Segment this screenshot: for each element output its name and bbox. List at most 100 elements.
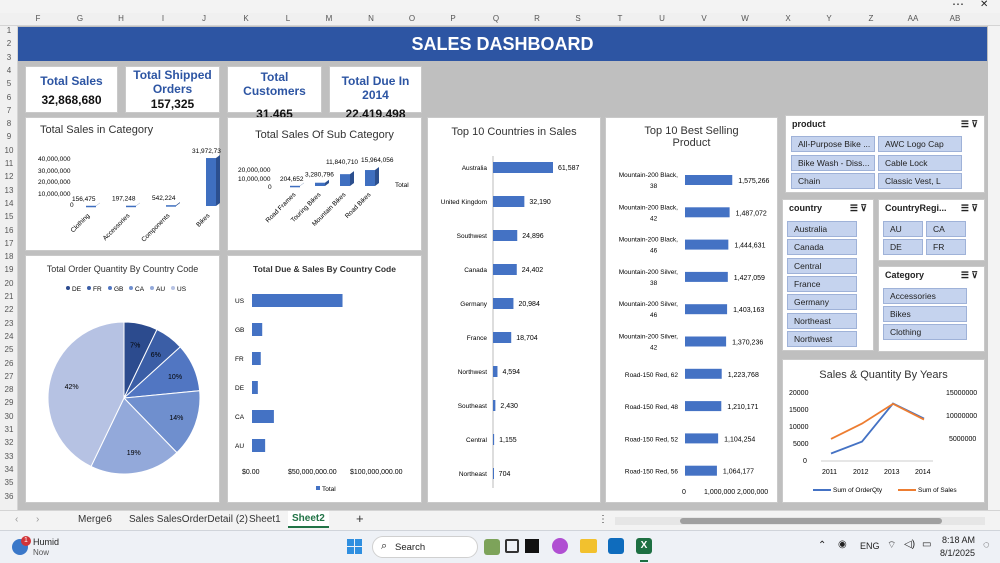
column-header[interactable]: N <box>368 14 374 23</box>
row-header[interactable]: 36 <box>4 491 14 501</box>
slicer-item[interactable]: Germany <box>787 294 857 311</box>
column-header[interactable]: U <box>659 14 665 23</box>
column-header[interactable]: W <box>741 14 749 23</box>
column-header[interactable]: AB <box>949 14 961 23</box>
row-header[interactable]: 1 <box>6 26 12 35</box>
row-header[interactable]: 29 <box>4 398 14 408</box>
chart-sales-subcategory[interactable]: Total Sales Of Sub Category 20,000,000 1… <box>227 117 422 251</box>
clock-date[interactable]: 8/1/2025 <box>940 548 976 558</box>
row-header[interactable]: 35 <box>4 478 14 488</box>
chart-sales-qty-years[interactable]: Sales & Quantity By Years 20000 15000 10… <box>782 359 985 503</box>
copilot-icon[interactable] <box>552 538 568 554</box>
row-header[interactable]: 21 <box>4 292 14 301</box>
filter-icon[interactable]: ☰ ⊽ <box>960 270 978 280</box>
slicer-item[interactable]: Cable Lock <box>878 155 962 171</box>
row-header[interactable]: 33 <box>4 451 14 461</box>
column-header[interactable]: J <box>202 14 206 23</box>
column-header[interactable]: F <box>35 14 41 23</box>
slicer-item[interactable]: All-Purpose Bike ... <box>791 136 875 152</box>
column-header[interactable]: K <box>243 14 249 23</box>
row-header[interactable]: 30 <box>4 411 14 421</box>
tab-sheet1[interactable]: Sheet1 <box>249 514 281 525</box>
row-header[interactable]: 34 <box>4 464 14 474</box>
row-header[interactable]: 3 <box>6 52 12 62</box>
chart-best-selling[interactable]: Top 10 Best Selling Product 0 1,000,000 … <box>605 117 778 503</box>
chart-due-sales[interactable]: Total Due & Sales By Country Code $0.00 … <box>227 255 422 503</box>
slicer-item[interactable]: CA <box>926 221 966 237</box>
slicer-item[interactable]: Bike Wash - Diss... <box>791 155 875 171</box>
horizontal-scrollbar[interactable] <box>615 517 985 525</box>
column-header[interactable]: O <box>408 14 416 23</box>
slicer-item[interactable]: Bikes <box>883 306 967 322</box>
slicer-country-region[interactable]: CountryRegi... ☰ ⊽ AU CA DE FR <box>878 199 985 261</box>
row-header[interactable]: 15 <box>4 212 14 222</box>
next-sheet-icon[interactable]: › <box>36 514 40 525</box>
slicer-item[interactable]: AWC Logo Cap <box>878 136 962 152</box>
row-header[interactable]: 6 <box>6 92 12 102</box>
column-header[interactable]: V <box>701 14 707 23</box>
column-header[interactable]: I <box>161 14 165 23</box>
app-icon[interactable] <box>525 539 539 553</box>
slicer-item[interactable]: AU <box>883 221 923 237</box>
chart-order-qty-pie[interactable]: Total Order Quantity By Country Code DE F… <box>25 255 220 503</box>
row-header[interactable]: 8 <box>6 119 12 129</box>
tab-sheet2[interactable]: Sheet2 <box>288 511 329 528</box>
column-header[interactable]: S <box>575 14 581 23</box>
row-header[interactable]: 26 <box>4 358 14 368</box>
network-status-icon[interactable]: ◉ <box>838 539 847 550</box>
slicer-item[interactable]: Northwest <box>787 330 857 347</box>
file-explorer-icon[interactable] <box>580 539 597 553</box>
row-header[interactable]: 13 <box>4 185 14 195</box>
column-header[interactable]: M <box>325 14 333 23</box>
notifications-icon[interactable]: ◌ <box>983 539 990 551</box>
column-header[interactable]: AA <box>907 14 919 23</box>
row-header[interactable]: 17 <box>4 238 14 248</box>
slicer-product[interactable]: product ☰ ⊽ All-Purpose Bike ... AWC Logo… <box>785 115 985 193</box>
column-header[interactable]: R <box>534 14 540 23</box>
column-header[interactable]: H <box>118 14 124 23</box>
row-header[interactable]: 14 <box>4 198 14 208</box>
slicer-item[interactable]: France <box>787 275 857 292</box>
row-header[interactable]: 9 <box>6 132 12 142</box>
chart-top-countries[interactable]: Top 10 Countries in Sales Australia 61,58… <box>427 117 601 503</box>
column-header[interactable]: P <box>450 14 456 23</box>
wifi-icon[interactable]: ⌔ <box>887 540 897 551</box>
weather-title[interactable]: Humid <box>33 537 60 547</box>
row-header[interactable]: 32 <box>4 438 14 448</box>
row-header[interactable]: 20 <box>4 278 14 288</box>
row-header[interactable]: 27 <box>4 371 14 381</box>
slicer-category[interactable]: Category ☰ ⊽ Accessories Bikes Clothing <box>878 266 985 352</box>
row-header[interactable]: 2 <box>6 39 12 49</box>
excel-icon[interactable]: X <box>636 538 652 554</box>
filter-icon[interactable]: ☰ ⊽ <box>960 119 978 129</box>
column-header[interactable]: Z <box>868 14 874 23</box>
row-header[interactable]: 23 <box>4 318 14 328</box>
column-header[interactable]: L <box>285 14 291 23</box>
filter-icon[interactable]: ☰ ⊽ <box>849 203 867 213</box>
column-header[interactable]: G <box>76 14 84 23</box>
slicer-item[interactable]: Central <box>787 257 857 274</box>
row-header[interactable]: 11 <box>4 159 14 168</box>
clock-time[interactable]: 8:18 AM <box>942 535 976 545</box>
windows-start-icon[interactable] <box>347 539 362 554</box>
column-header[interactable]: Q <box>492 14 500 23</box>
filter-icon[interactable]: ☰ ⊽ <box>960 203 978 213</box>
slicer-item[interactable]: DE <box>883 239 923 255</box>
outlook-icon[interactable] <box>608 538 624 554</box>
taskbar-search[interactable]: ⌕ Search <box>372 536 478 558</box>
slicer-item[interactable]: Australia <box>787 221 857 237</box>
chevron-up-icon[interactable]: ⌃ <box>818 540 827 551</box>
prev-sheet-icon[interactable]: ‹ <box>15 514 19 525</box>
column-header[interactable]: Y <box>826 14 832 23</box>
widget-icon[interactable] <box>484 539 500 555</box>
more-options-icon[interactable]: ⋮ <box>598 514 608 525</box>
row-header[interactable]: 25 <box>4 345 14 355</box>
tab-merge6[interactable]: Merge6 <box>78 514 112 525</box>
column-header[interactable]: T <box>617 14 623 23</box>
add-sheet-icon[interactable]: + <box>356 511 364 526</box>
row-header[interactable]: 7 <box>6 105 12 115</box>
task-view-icon[interactable] <box>505 539 519 553</box>
slicer-item[interactable]: FR <box>926 239 966 255</box>
slicer-item[interactable]: Clothing <box>883 324 967 340</box>
scrollbar-thumb[interactable] <box>680 518 942 524</box>
